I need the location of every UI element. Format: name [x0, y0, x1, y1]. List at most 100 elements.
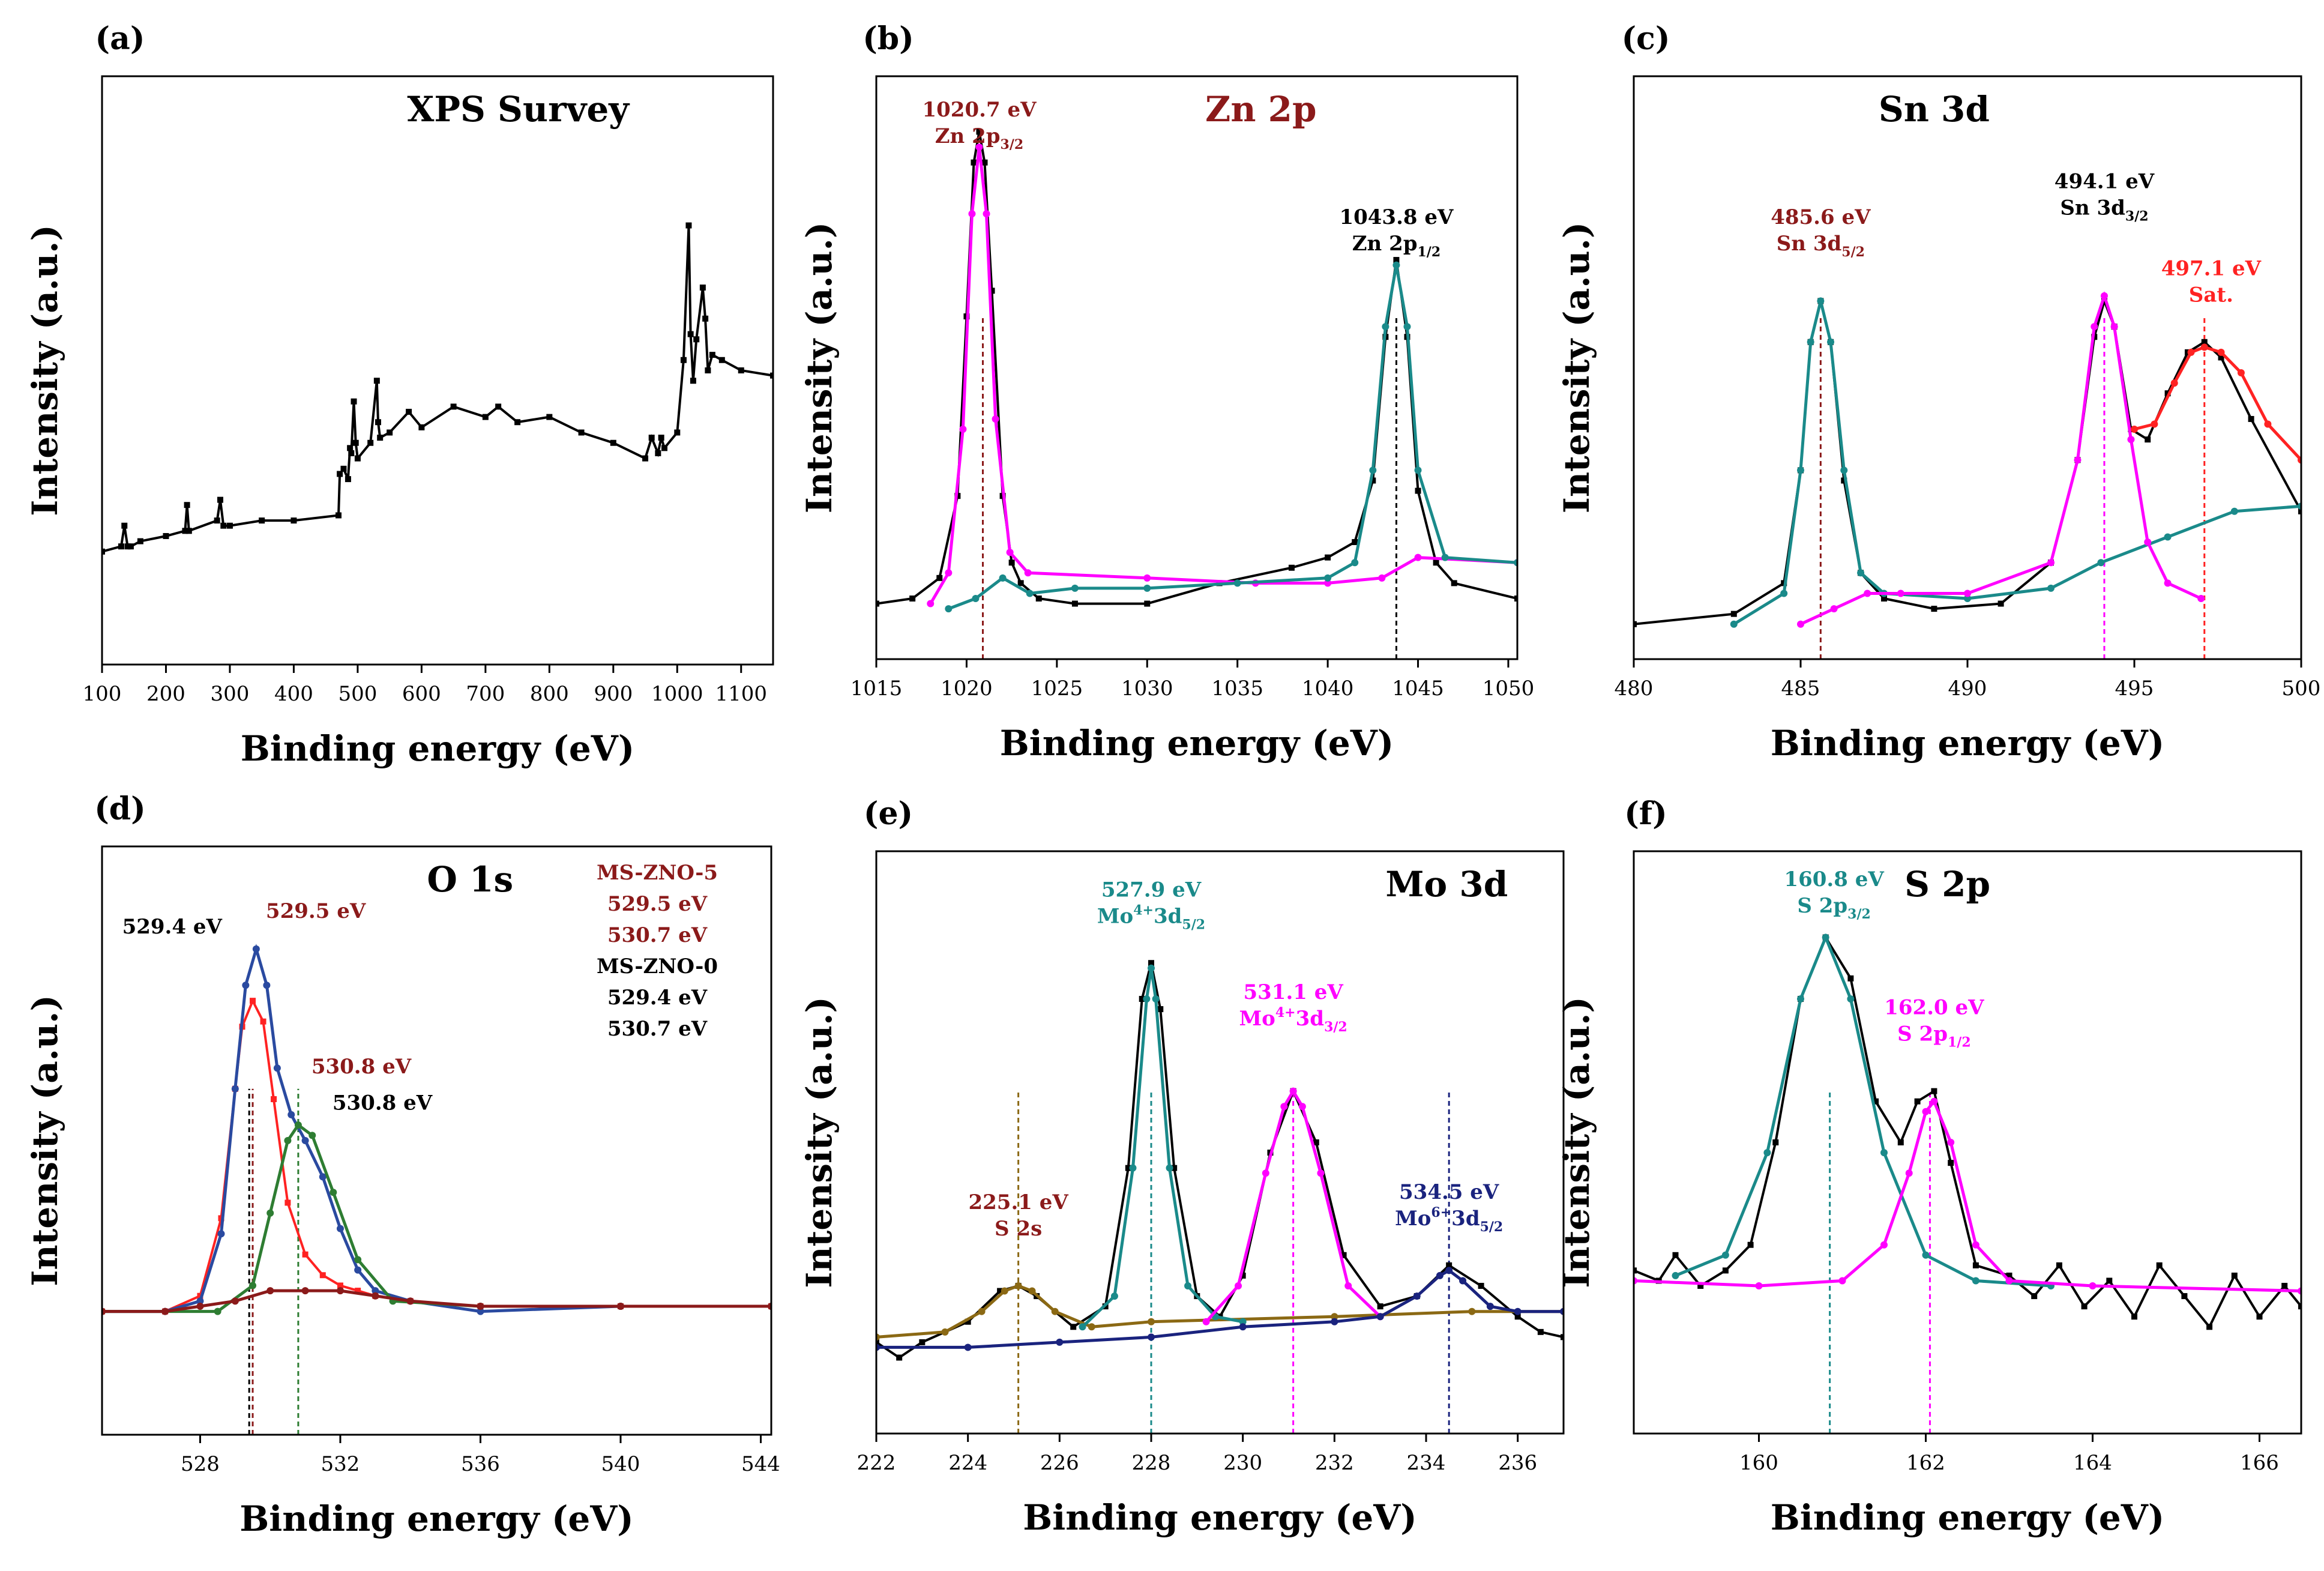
fit-point [294, 1121, 302, 1129]
x-tick-label: 234 [1407, 1451, 1446, 1475]
y-axis-label: Intensity (a.u.) [25, 225, 65, 516]
plot-frame [101, 75, 774, 666]
fit-point [231, 1297, 239, 1305]
fit-point [1797, 995, 1804, 1003]
plot-frame [1633, 75, 2302, 660]
fit-point [1459, 1277, 1467, 1285]
data-point [2106, 1277, 2113, 1284]
data-point [367, 439, 374, 446]
data-point [271, 1096, 277, 1103]
fit-point [2187, 348, 2195, 356]
data-point [2081, 1303, 2088, 1310]
fit-point [336, 1225, 344, 1232]
fit-point [1331, 1318, 1338, 1325]
fit-point [263, 981, 271, 989]
plot-frame [101, 845, 772, 1436]
x-axis-label: Binding energy (eV) [241, 728, 635, 769]
data-point [1433, 559, 1439, 566]
data-point [348, 450, 355, 456]
data-point [2101, 298, 2107, 304]
data-point [302, 1251, 309, 1258]
panel-title: Zn 2p [1205, 89, 1317, 130]
fit-point [927, 600, 935, 608]
data-point [2298, 508, 2301, 514]
data-point [1070, 1324, 1077, 1330]
fit-point [1331, 1313, 1338, 1321]
fit-point [2164, 533, 2172, 541]
fit-point [1441, 553, 1449, 561]
data-point [2056, 1262, 2062, 1268]
data-point [1008, 559, 1015, 566]
legend-entry: 529.4 eV [607, 986, 708, 1010]
fit-point [330, 1189, 337, 1196]
x-tick-label: 490 [1948, 677, 1987, 701]
peak-annotation: 531.1 eV [1243, 980, 1343, 1004]
legend-entry: MS-ZNO-5 [597, 861, 718, 885]
fit-point [2127, 436, 2135, 444]
data-point [218, 1215, 224, 1222]
series-line-mo4-3d5-2-fit [1081, 968, 1244, 1328]
peak-annotation: 494.1 eV [2055, 169, 2155, 193]
data-point [1772, 1139, 1779, 1145]
data-point [685, 222, 692, 229]
peak-annotation: 485.6 eV [1771, 205, 1871, 229]
fit-point [2047, 559, 2055, 567]
fit-point [1972, 1241, 1979, 1249]
series-line-s-2p3-2-fit [1675, 933, 2052, 1288]
data-point [1881, 596, 1887, 602]
data-point [936, 574, 943, 581]
y-axis-label: Intensity (a.u.) [799, 222, 840, 514]
data-point [127, 543, 134, 550]
data-point [1841, 477, 1847, 484]
data-point [290, 517, 297, 524]
fit-point [196, 1302, 204, 1310]
fit-point [249, 1282, 257, 1289]
data-point [352, 439, 359, 446]
data-point [2218, 354, 2224, 361]
fit-point [1280, 1103, 1288, 1111]
fit-point [2110, 323, 2118, 331]
data-point [337, 1282, 343, 1289]
fit-point [964, 1343, 972, 1351]
data-point [876, 1339, 879, 1345]
x-tick-label: 1025 [1031, 677, 1083, 701]
fit-point [1378, 574, 1386, 582]
data-point [2031, 1293, 2038, 1300]
data-point [578, 429, 585, 436]
x-tick-label: 226 [1040, 1451, 1079, 1475]
fit-point [1840, 466, 1848, 474]
data-point [1672, 1252, 1679, 1258]
data-point [1634, 621, 1637, 627]
x-tick-label: 100 [83, 682, 122, 706]
x-tick-label: 500 [338, 682, 377, 706]
y-axis-label: Intensity (a.u.) [1556, 997, 1597, 1288]
fit-point [1414, 553, 1422, 561]
panel-title: Sn 3d [1879, 89, 1990, 130]
plot-frame [1633, 850, 2302, 1435]
peak-annotation: 530.8 eV [312, 1055, 412, 1079]
fit-point [1369, 466, 1377, 474]
data-point [1288, 564, 1295, 571]
fit-point [1897, 590, 1904, 597]
fit-point [945, 605, 953, 613]
data-point [1370, 477, 1376, 484]
fit-point [1817, 297, 1825, 305]
data-point [375, 419, 381, 426]
x-tick-label: 228 [1132, 1451, 1171, 1475]
data-point [709, 352, 715, 358]
fit-point [1445, 1267, 1453, 1274]
chart-panel-1: (b) 1015 1020 1025 1030 1035 1040 1045 1050 Bindi… [799, 20, 1534, 764]
data-point [1313, 1139, 1319, 1145]
x-tick-label: 1035 [1211, 677, 1263, 701]
fit-point [2100, 292, 2108, 300]
data-point [702, 315, 709, 322]
fit-point [1351, 559, 1359, 567]
fit-point [1827, 338, 1835, 346]
fit-point [2131, 426, 2138, 433]
fit-point [1880, 1149, 1888, 1157]
fit-point [2151, 420, 2158, 428]
data-point [997, 1288, 1004, 1294]
panel-title: Mo 3d [1385, 864, 1508, 905]
data-point [680, 357, 687, 363]
data-point [373, 378, 380, 384]
